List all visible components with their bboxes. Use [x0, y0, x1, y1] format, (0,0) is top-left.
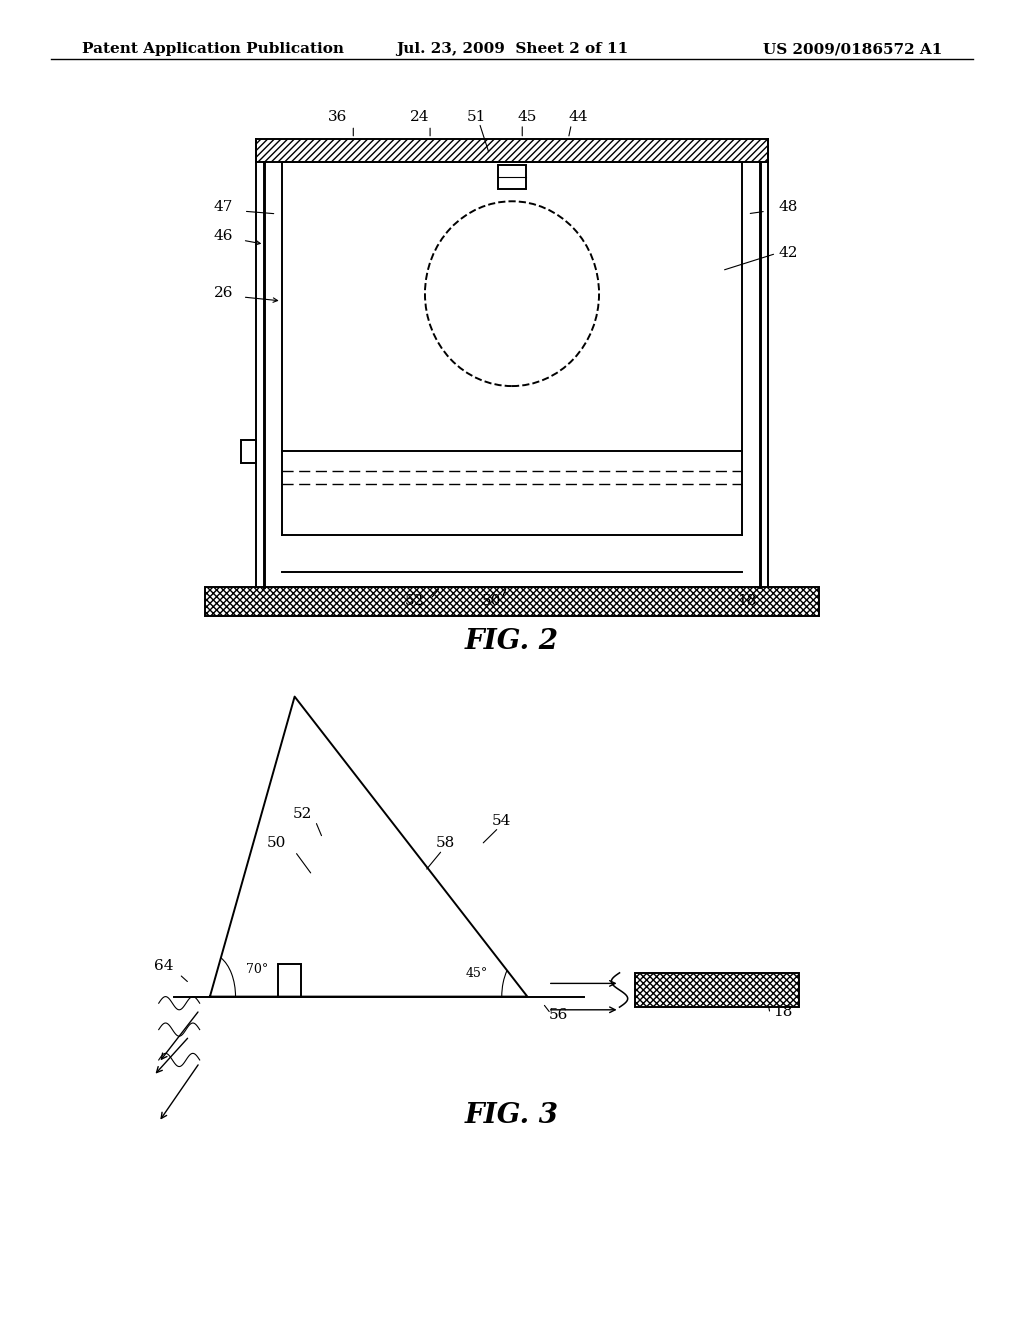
Text: 46: 46	[213, 230, 233, 243]
Text: 45°: 45°	[466, 966, 488, 979]
Text: FIG. 3: FIG. 3	[465, 1102, 559, 1129]
Text: 24: 24	[410, 111, 430, 124]
Bar	[279, 964, 301, 997]
Text: 18: 18	[773, 1006, 793, 1019]
Text: 52: 52	[406, 594, 424, 607]
Text: 56: 56	[549, 1008, 567, 1022]
Text: 44: 44	[568, 111, 589, 124]
Text: 54: 54	[493, 814, 511, 828]
Text: 70°: 70°	[246, 962, 268, 975]
Text: Patent Application Publication: Patent Application Publication	[82, 42, 344, 57]
Text: 26: 26	[213, 286, 233, 300]
Text: 42: 42	[778, 247, 798, 260]
Text: FIG. 2: FIG. 2	[465, 628, 559, 655]
Text: 52: 52	[293, 808, 311, 821]
Text: 48: 48	[778, 201, 798, 214]
Text: 36: 36	[329, 111, 347, 124]
Text: 50: 50	[482, 594, 501, 607]
Text: 50: 50	[267, 837, 286, 850]
Text: 58: 58	[436, 837, 455, 850]
Text: 64: 64	[154, 960, 174, 973]
Text: 18: 18	[737, 594, 757, 607]
Text: 45: 45	[518, 111, 537, 124]
Bar	[241, 440, 256, 463]
Bar	[498, 165, 526, 189]
Text: 47: 47	[214, 201, 232, 214]
Text: Jul. 23, 2009  Sheet 2 of 11: Jul. 23, 2009 Sheet 2 of 11	[396, 42, 628, 57]
Text: 51: 51	[467, 111, 485, 124]
Text: US 2009/0186572 A1: US 2009/0186572 A1	[763, 42, 942, 57]
